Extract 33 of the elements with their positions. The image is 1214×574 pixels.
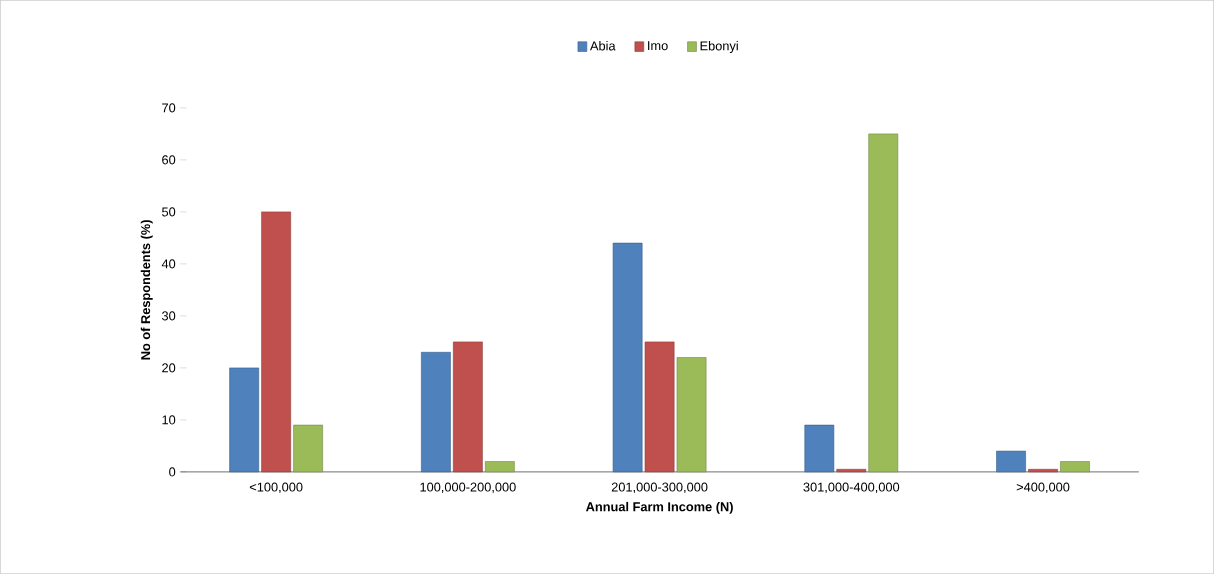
bar xyxy=(868,133,899,473)
y-tick-label: 70 xyxy=(162,103,176,113)
bar xyxy=(421,351,451,473)
bar xyxy=(453,341,483,473)
bar xyxy=(836,468,867,473)
bar xyxy=(612,242,643,473)
y-tick-label: 20 xyxy=(162,363,176,373)
bar xyxy=(996,450,1026,473)
bar xyxy=(229,367,260,473)
bar xyxy=(1028,468,1058,473)
x-tick-label: 301,000-400,000 xyxy=(803,482,900,494)
bar xyxy=(261,211,291,473)
y-tick-label: 0 xyxy=(169,467,176,477)
bar xyxy=(484,461,515,473)
legend-label: Imo xyxy=(648,41,668,51)
bar xyxy=(676,357,707,473)
y-tick-label: 10 xyxy=(162,415,176,425)
bar xyxy=(644,341,675,473)
y-tick-label: 50 xyxy=(162,207,176,217)
x-tick-label: <100,000 xyxy=(249,482,303,494)
y-tick-label: 30 xyxy=(162,311,176,321)
x-tick-label: 201,000-300,000 xyxy=(611,482,708,494)
y-axis-title: No of Respondents (%) xyxy=(140,220,153,360)
legend-label: Abia xyxy=(589,40,616,51)
y-tick-label: 60 xyxy=(162,155,176,165)
bar xyxy=(1060,461,1090,473)
bar xyxy=(804,424,835,473)
x-tick-label: >400,000 xyxy=(1016,482,1070,494)
bar xyxy=(293,424,323,473)
x-tick-label: 100,000-200,000 xyxy=(420,482,516,494)
legend-label: Ebonyi xyxy=(700,40,738,53)
y-tick-label: 40 xyxy=(161,259,176,269)
x-axis-title: Annual Farm Income (N) xyxy=(585,501,733,514)
